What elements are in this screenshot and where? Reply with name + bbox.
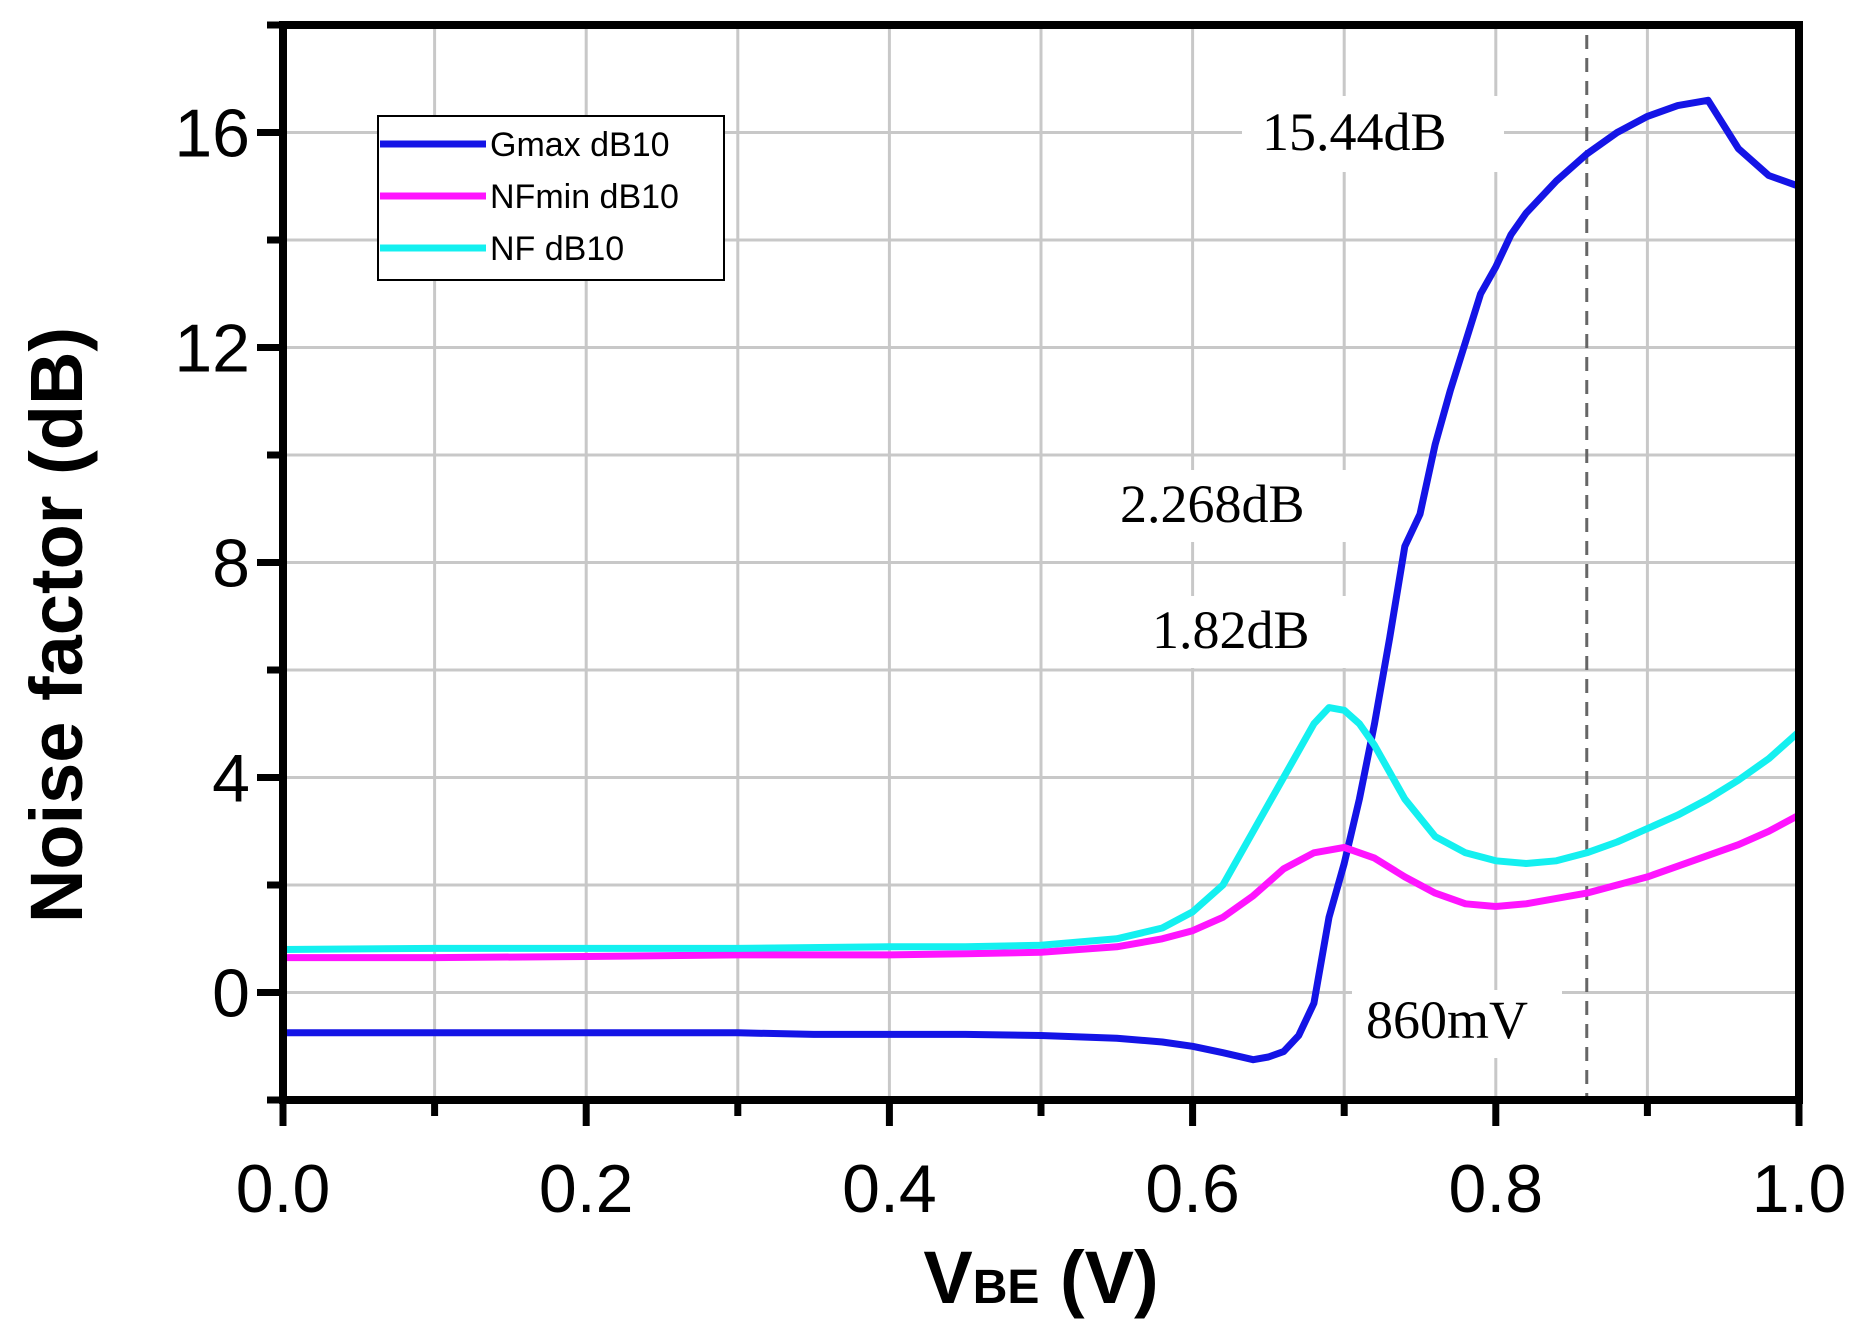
x-tick-label: 0.8 xyxy=(1449,1151,1544,1227)
x-axis-title: VBE (V) xyxy=(923,1236,1158,1319)
annotation-bg-nfmin xyxy=(1138,596,1348,668)
annotation-nfmin: 1.82dB xyxy=(1152,600,1310,660)
axis-ticks xyxy=(257,21,1803,1126)
annotation-nf: 2.268dB xyxy=(1120,474,1305,534)
x-tick-label: 0.0 xyxy=(236,1151,331,1227)
tick-labels: 0.0 0.2 0.4 0.6 0.8 1.0 0 4 8 12 16 xyxy=(174,96,1846,1228)
series-line-nfmin xyxy=(279,811,1803,962)
y-tick-label: 0 xyxy=(212,956,250,1032)
annotation-bg-nf xyxy=(1102,470,1364,542)
y-tick-label: 16 xyxy=(174,96,250,172)
y-tick-label: 12 xyxy=(174,311,250,387)
y-tick-label: 8 xyxy=(212,526,250,602)
annotation-bg-gmax xyxy=(1242,96,1504,172)
legend-label-nf: NF dB10 xyxy=(490,230,624,268)
legend: Gmax dB10 NFmin dB10 NF dB10 xyxy=(377,115,725,281)
x-tick-label: 0.2 xyxy=(539,1151,634,1227)
annotation-gmax: 15.44dB xyxy=(1262,102,1447,162)
series-line-gmax xyxy=(279,96,1803,1064)
series-line-nf xyxy=(279,704,1803,953)
x-tick-label: 1.0 xyxy=(1752,1151,1847,1227)
legend-label-gmax: Gmax dB10 xyxy=(490,126,670,164)
x-tick-label: 0.4 xyxy=(842,1151,937,1227)
legend-label-nfmin: NFmin dB10 xyxy=(490,178,679,216)
annotation-bg-bias xyxy=(1352,990,1562,1058)
series-layer xyxy=(279,96,1803,1064)
annotation-bias: 860mV xyxy=(1366,990,1528,1050)
y-tick-label: 4 xyxy=(212,741,250,817)
x-tick-label: 0.6 xyxy=(1145,1151,1240,1227)
y-axis-title: Noise factor (dB) xyxy=(15,327,98,923)
